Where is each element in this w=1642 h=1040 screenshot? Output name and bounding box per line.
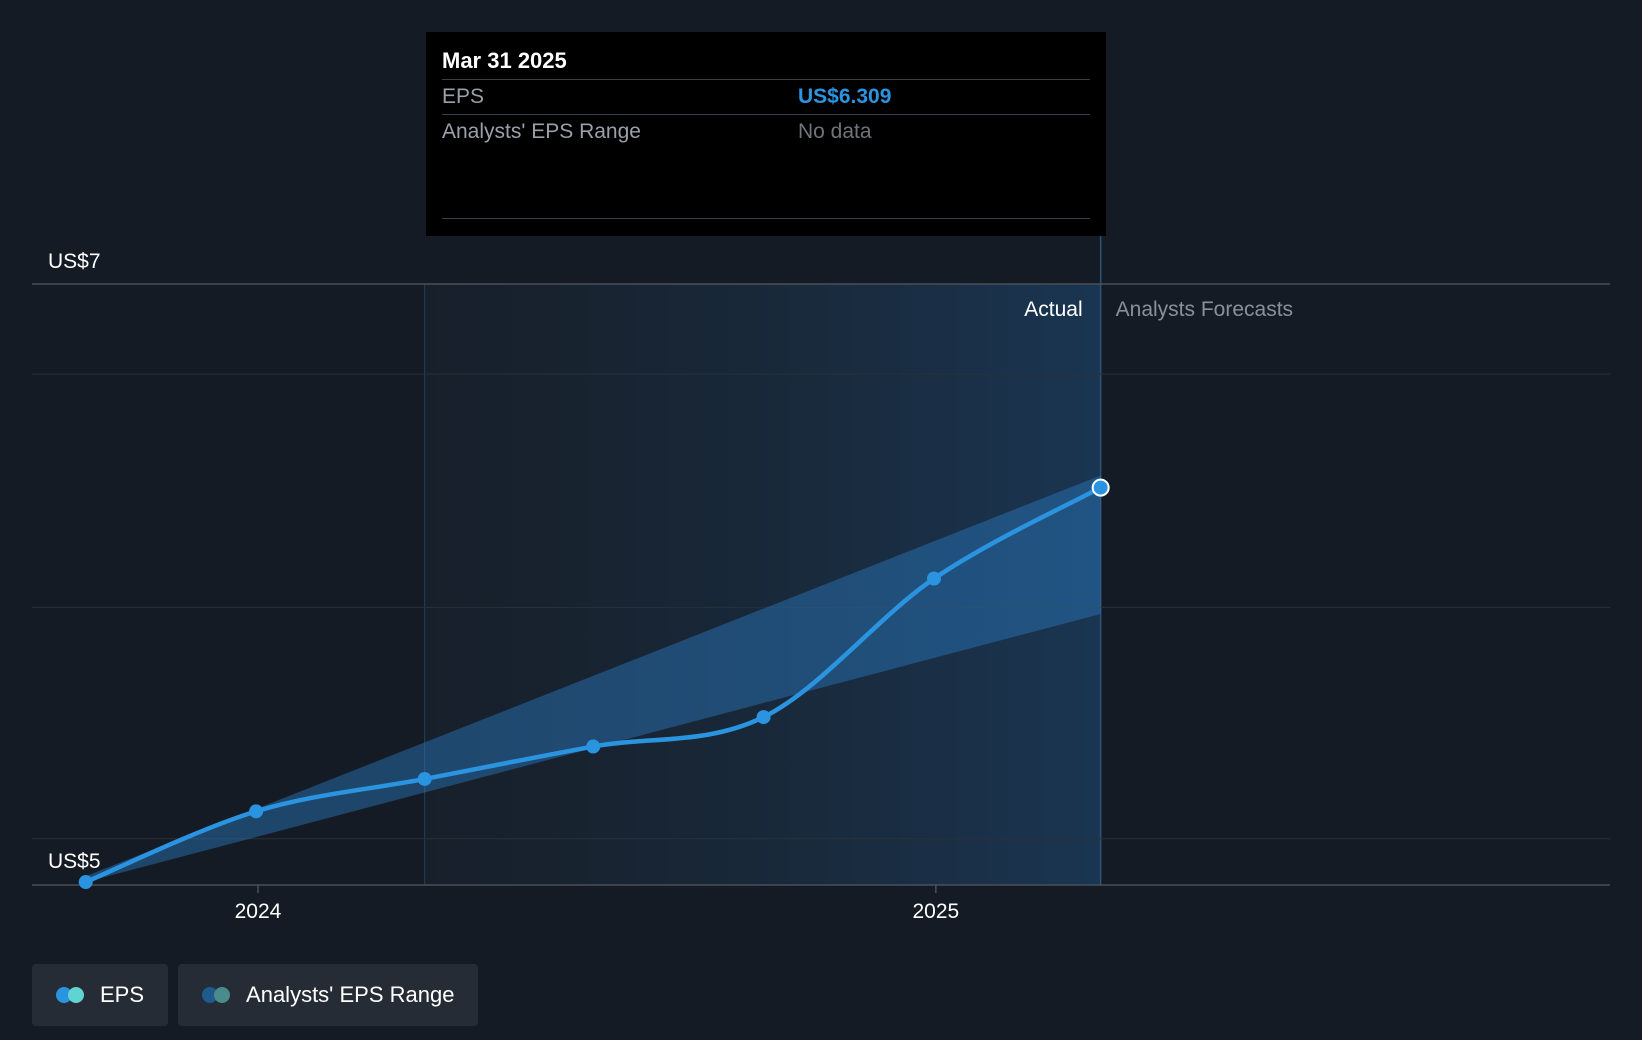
tooltip-eps-value: US$6.309 <box>798 85 892 108</box>
eps-point <box>756 710 771 725</box>
legend: EPS Analysts' EPS Range <box>32 964 479 1026</box>
eps-point <box>417 771 432 786</box>
tooltip-date: Mar 31 2025 <box>442 32 1090 80</box>
x-tick-label-2024: 2024 <box>235 900 282 923</box>
actual-region-label: Actual <box>1024 298 1082 321</box>
legend-label-eps: EPS <box>100 982 145 1007</box>
legend-label-range: Analysts' EPS Range <box>246 982 455 1007</box>
y-tick-label-bottom: US$5 <box>48 850 101 873</box>
legend-item-range[interactable]: Analysts' EPS Range <box>178 964 479 1026</box>
eps-point <box>78 875 93 890</box>
range-legend-icon <box>202 987 232 1003</box>
tooltip-divider <box>442 218 1090 219</box>
eps-range-band <box>85 475 1101 883</box>
tooltip-row-eps: EPS US$6.309 <box>442 80 1090 115</box>
eps-point <box>926 571 941 586</box>
eps-point <box>586 739 601 754</box>
x-tick-label-2025: 2025 <box>912 900 959 923</box>
tooltip: Mar 31 2025 EPS US$6.309 Analysts' EPS R… <box>426 32 1106 236</box>
forecast-region-label: Analysts Forecasts <box>1116 298 1293 321</box>
legend-item-eps[interactable]: EPS <box>32 964 169 1026</box>
tooltip-range-value: No data <box>798 120 872 143</box>
eps-point <box>249 804 264 819</box>
tooltip-row-range: Analysts' EPS Range No data <box>442 115 1090 149</box>
eps-legend-icon <box>56 987 86 1003</box>
tooltip-range-label: Analysts' EPS Range <box>442 120 641 143</box>
actual-highlight <box>424 284 1101 885</box>
tooltip-eps-label: EPS <box>442 85 485 108</box>
eps-point-selected <box>1091 478 1110 497</box>
y-tick-label-top: US$7 <box>48 250 101 273</box>
